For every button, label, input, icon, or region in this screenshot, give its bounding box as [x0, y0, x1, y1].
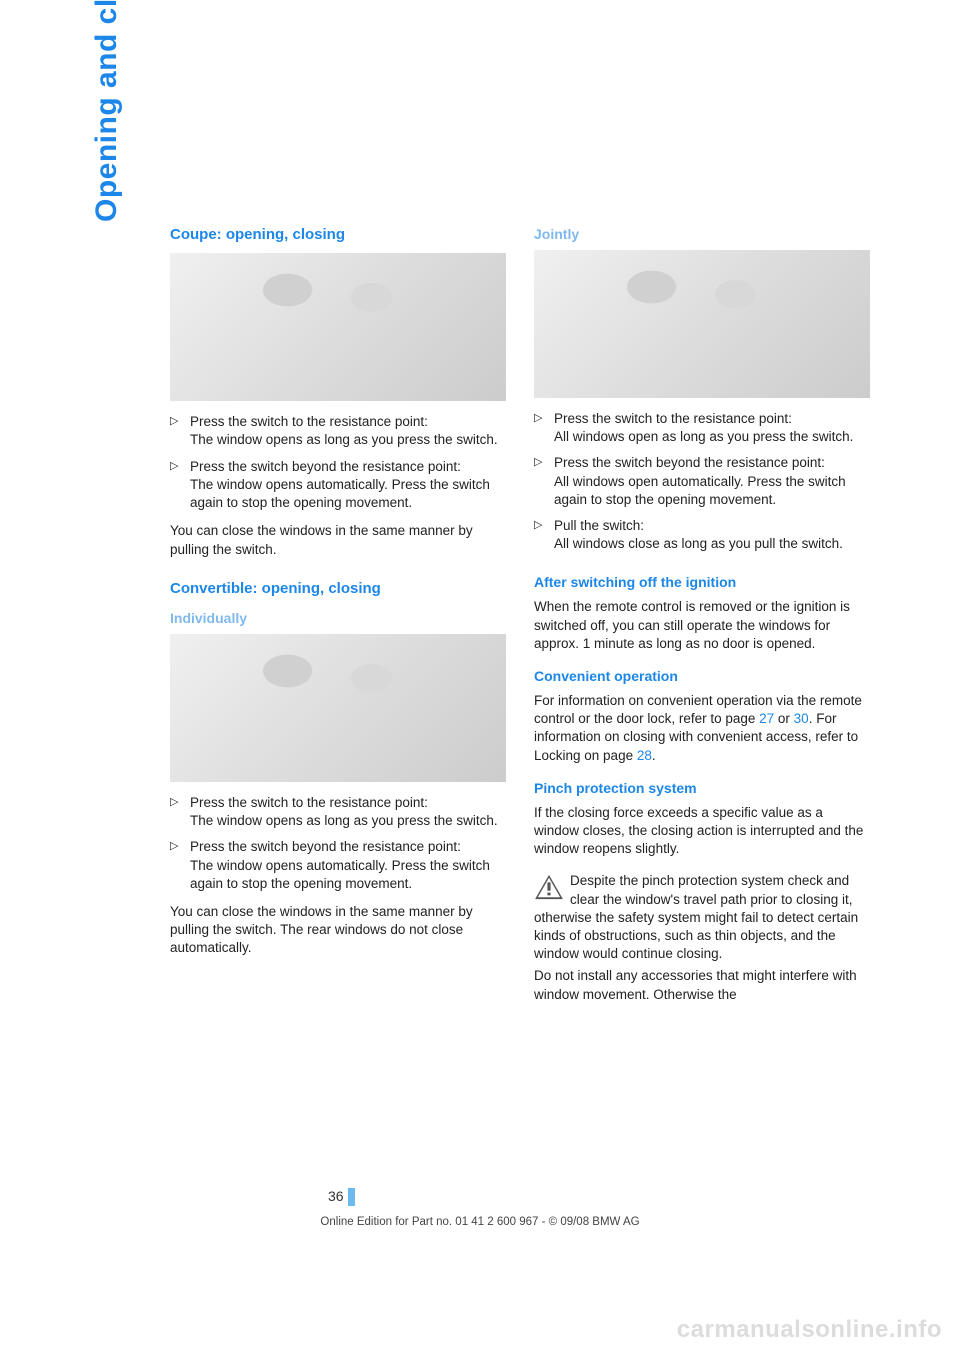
bullet-rest: All windows open automatically. Press th… [554, 474, 846, 507]
figure-coupe-switch [170, 253, 506, 401]
bullet-lead: Press the switch to the resistance point… [190, 795, 428, 810]
list-item: Press the switch to the resistance point… [534, 410, 870, 446]
convenient-text: For information on convenient operation … [534, 692, 870, 765]
list-item: Pull the switch: All windows close as lo… [534, 517, 870, 553]
pinch-warning-text-2: Do not install any accessories that migh… [534, 967, 870, 1003]
warning-icon [534, 874, 564, 900]
pinch-intro-text: If the closing force exceeds a specific … [534, 804, 870, 859]
page-link-30[interactable]: 30 [794, 711, 809, 726]
footer: Online Edition for Part no. 01 41 2 600 … [0, 1190, 960, 1228]
side-section-title: Opening and closing [90, 0, 124, 222]
coupe-after-text: You can close the windows in the same ma… [170, 522, 506, 558]
warning-block: Despite the pinch protection system chec… [534, 872, 870, 963]
subheading-jointly: Jointly [534, 225, 870, 244]
page-link-28[interactable]: 28 [637, 748, 652, 763]
watermark: carmanualsonline.info [677, 1316, 942, 1344]
text-fragment: . [652, 748, 656, 763]
page-content: Coupe: opening, closing Press the switch… [170, 225, 870, 1004]
heading-after-ignition: After switching off the ignition [534, 573, 870, 592]
right-column: Jointly Press the switch to the resistan… [534, 225, 870, 1004]
heading-convenient: Convenient operation [534, 667, 870, 686]
convertible-bullet-list: Press the switch to the resistance point… [170, 794, 506, 893]
list-item: Press the switch to the resistance point… [170, 794, 506, 830]
subheading-individually: Individually [170, 609, 506, 628]
after-ignition-text: When the remote control is removed or th… [534, 598, 870, 653]
text-fragment: or [774, 711, 794, 726]
jointly-bullet-list: Press the switch to the resistance point… [534, 410, 870, 554]
bullet-lead: Pull the switch: [554, 518, 644, 533]
page-link-27[interactable]: 27 [759, 711, 774, 726]
heading-convertible: Convertible: opening, closing [170, 579, 506, 599]
heading-pinch: Pinch protection system [534, 779, 870, 798]
bullet-lead: Press the switch to the resistance point… [554, 411, 792, 426]
list-item: Press the switch beyond the resistance p… [170, 458, 506, 513]
bullet-lead: Press the switch beyond the resistance p… [190, 839, 461, 854]
heading-coupe: Coupe: opening, closing [170, 225, 506, 245]
bullet-lead: Press the switch beyond the resistance p… [554, 455, 825, 470]
footer-text: Online Edition for Part no. 01 41 2 600 … [0, 1216, 960, 1228]
bullet-rest: The window opens automatically. Press th… [190, 477, 490, 510]
bullet-rest: All windows open as long as you press th… [554, 429, 853, 444]
left-column: Coupe: opening, closing Press the switch… [170, 225, 506, 1004]
bullet-rest: The window opens as long as you press th… [190, 432, 498, 447]
bullet-rest: All windows close as long as you pull th… [554, 536, 843, 551]
bullet-rest: The window opens as long as you press th… [190, 813, 498, 828]
bullet-lead: Press the switch to the resistance point… [190, 414, 428, 429]
list-item: Press the switch beyond the resistance p… [170, 838, 506, 893]
bullet-rest: The window opens automatically. Press th… [190, 858, 490, 891]
bullet-lead: Press the switch beyond the resistance p… [190, 459, 461, 474]
pinch-warning-text: Despite the pinch protection system chec… [534, 873, 858, 961]
convertible-after-text: You can close the windows in the same ma… [170, 903, 506, 958]
coupe-bullet-list: Press the switch to the resistance point… [170, 413, 506, 512]
figure-convertible-switch [170, 634, 506, 782]
list-item: Press the switch to the resistance point… [170, 413, 506, 449]
list-item: Press the switch beyond the resistance p… [534, 454, 870, 509]
figure-jointly-switch [534, 250, 870, 398]
